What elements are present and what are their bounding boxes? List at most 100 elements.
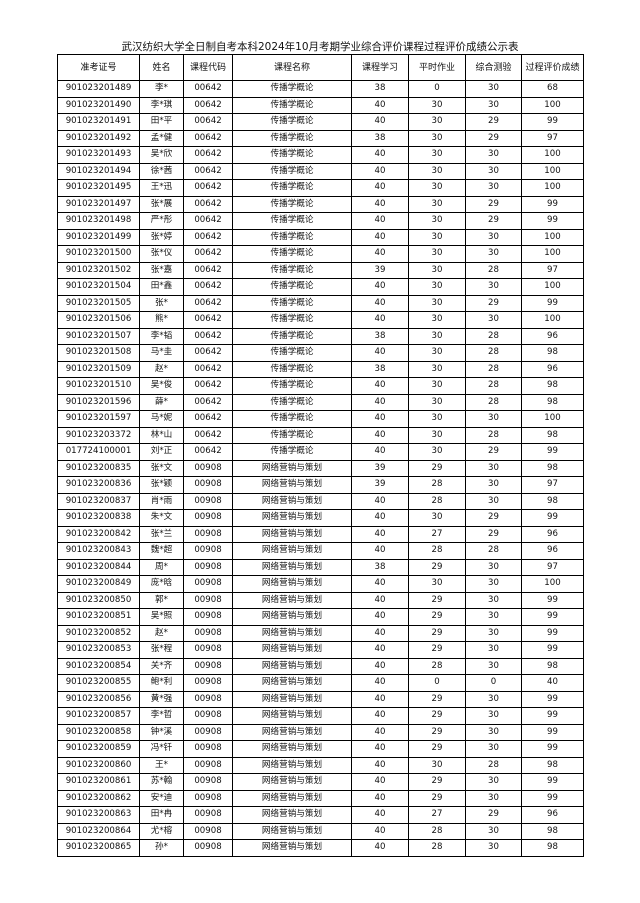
test-score-cell: 30 [465, 591, 522, 609]
process-score-cell: 96 [521, 806, 584, 824]
test-score-cell: 30 [465, 228, 522, 246]
course-name-cell: 网络营销与策划 [232, 476, 352, 494]
homework-score-cell: 29 [408, 608, 466, 626]
student-name-cell: 张*仪 [139, 245, 184, 263]
student-name-cell: 刘*正 [139, 443, 184, 461]
course-code-cell: 00908 [183, 657, 233, 675]
course-name-cell: 传播学概论 [232, 80, 352, 98]
course-name-cell: 网络营销与策划 [232, 674, 352, 692]
course-code-cell: 00908 [183, 822, 233, 840]
course-name-cell: 网络营销与策划 [232, 740, 352, 758]
course-code-cell: 00908 [183, 641, 233, 659]
exam-id-cell: 901023201502 [57, 261, 140, 279]
course-name-cell: 传播学概论 [232, 393, 352, 411]
process-score-cell: 100 [521, 245, 584, 263]
exam-id-cell: 901023201495 [57, 179, 140, 197]
homework-score-cell: 28 [408, 542, 466, 560]
table-row: 901023200857 李*哲 00908 网络营销与策划 40 29 30 99 [57, 707, 584, 725]
table-row: 901023201490 李*琪 00642 传播学概论 40 30 30 100 [57, 96, 584, 114]
test-score-cell: 29 [465, 129, 522, 147]
student-name-cell: 林*山 [139, 426, 184, 444]
course-name-cell: 网络营销与策划 [232, 756, 352, 774]
course-study-score-cell: 40 [351, 591, 409, 609]
table-row: 901023201499 张*婷 00642 传播学概论 40 30 30 100 [57, 228, 584, 246]
exam-id-cell: 901023201507 [57, 327, 140, 345]
test-score-cell: 30 [465, 690, 522, 708]
course-code-cell: 00642 [183, 443, 233, 461]
homework-score-cell: 30 [408, 443, 466, 461]
process-score-cell: 98 [521, 839, 584, 857]
course-code-cell: 00642 [183, 377, 233, 395]
table-row: 901023200836 张*颖 00908 网络营销与策划 39 28 30 97 [57, 476, 584, 494]
exam-id-cell: 901023200851 [57, 608, 140, 626]
exam-id-cell: 901023201510 [57, 377, 140, 395]
exam-id-cell: 901023200837 [57, 492, 140, 510]
table-row: 901023201508 马*圭 00642 传播学概论 40 30 28 98 [57, 344, 584, 362]
course-code-cell: 00908 [183, 773, 233, 791]
course-name-cell: 传播学概论 [232, 228, 352, 246]
course-study-score-cell: 40 [351, 822, 409, 840]
test-score-cell: 28 [465, 344, 522, 362]
table-row: 901023200855 鲍*利 00908 网络营销与策划 40 0 0 40 [57, 674, 584, 692]
grades-table: 准考证号 姓名 课程代码 课程名称 课程学习 平时作业 综合测验 过程评价成绩 … [57, 54, 584, 857]
homework-score-cell: 30 [408, 393, 466, 411]
homework-score-cell: 30 [408, 228, 466, 246]
student-name-cell: 李*琪 [139, 96, 184, 114]
course-study-score-cell: 40 [351, 657, 409, 675]
table-row: 901023201495 王*迅 00642 传播学概论 40 30 30 100 [57, 179, 584, 197]
exam-id-cell: 901023200836 [57, 476, 140, 494]
course-code-cell: 00642 [183, 393, 233, 411]
homework-score-cell: 29 [408, 740, 466, 758]
table-row: 901023200851 吴*照 00908 网络营销与策划 40 29 30 99 [57, 608, 584, 626]
course-name-cell: 网络营销与策划 [232, 690, 352, 708]
process-score-cell: 98 [521, 822, 584, 840]
process-score-cell: 98 [521, 344, 584, 362]
exam-id-cell: 901023201596 [57, 393, 140, 411]
course-study-score-cell: 40 [351, 162, 409, 180]
course-study-score-cell: 40 [351, 756, 409, 774]
homework-score-cell: 29 [408, 459, 466, 477]
student-name-cell: 李*哲 [139, 707, 184, 725]
exam-id-cell: 901023201499 [57, 228, 140, 246]
exam-id-cell: 901023201493 [57, 146, 140, 164]
process-score-cell: 100 [521, 410, 584, 428]
exam-id-cell: 901023200856 [57, 690, 140, 708]
homework-score-cell: 28 [408, 839, 466, 857]
course-code-cell: 00908 [183, 558, 233, 576]
table-row: 901023203372 林*山 00642 传播学概论 40 30 28 98 [57, 426, 584, 444]
exam-id-cell: 901023200854 [57, 657, 140, 675]
course-code-cell: 00642 [183, 146, 233, 164]
course-study-score-cell: 40 [351, 690, 409, 708]
test-score-cell: 0 [465, 674, 522, 692]
process-score-cell: 100 [521, 146, 584, 164]
homework-score-cell: 30 [408, 377, 466, 395]
test-score-cell: 30 [465, 608, 522, 626]
student-name-cell: 冯*钎 [139, 740, 184, 758]
course-name-cell: 传播学概论 [232, 96, 352, 114]
exam-id-cell: 901023200862 [57, 789, 140, 807]
course-study-score-cell: 39 [351, 476, 409, 494]
process-score-cell: 99 [521, 443, 584, 461]
table-row: 901023201492 孟*健 00642 传播学概论 38 30 29 97 [57, 129, 584, 147]
test-score-cell: 29 [465, 195, 522, 213]
table-row: 901023201510 吴*俊 00642 传播学概论 40 30 28 98 [57, 377, 584, 395]
process-score-cell: 99 [521, 690, 584, 708]
course-name-cell: 网络营销与策划 [232, 542, 352, 560]
course-study-score-cell: 39 [351, 261, 409, 279]
course-code-cell: 00642 [183, 294, 233, 312]
table-row: 901023201491 田*平 00642 传播学概论 40 30 29 99 [57, 113, 584, 131]
header-exam-id: 准考证号 [57, 54, 140, 81]
process-score-cell: 96 [521, 525, 584, 543]
course-study-score-cell: 39 [351, 459, 409, 477]
exam-id-cell: 901023200855 [57, 674, 140, 692]
student-name-cell: 尤*榕 [139, 822, 184, 840]
student-name-cell: 张*婷 [139, 228, 184, 246]
homework-score-cell: 29 [408, 558, 466, 576]
process-score-cell: 99 [521, 195, 584, 213]
course-code-cell: 00908 [183, 674, 233, 692]
course-name-cell: 网络营销与策划 [232, 806, 352, 824]
course-name-cell: 网络营销与策划 [232, 657, 352, 675]
course-code-cell: 00908 [183, 492, 233, 510]
test-score-cell: 29 [465, 806, 522, 824]
course-study-score-cell: 40 [351, 707, 409, 725]
